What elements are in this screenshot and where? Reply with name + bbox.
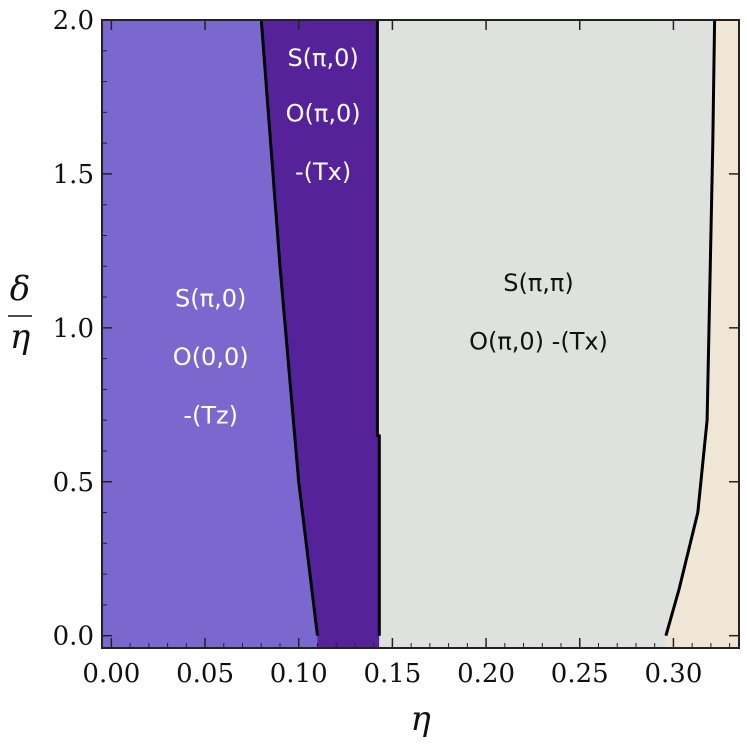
x-tick-label: 0.05 xyxy=(176,659,234,689)
region-2-area xyxy=(261,20,380,648)
x-tick-label: 0.15 xyxy=(363,659,421,689)
region-3-label-line: O(π,0) -(Tx) xyxy=(469,327,608,355)
y-tick-label: 2.0 xyxy=(53,6,94,36)
y-tick-label: 1.0 xyxy=(53,314,94,344)
region-1-label-line: O(0,0) xyxy=(173,343,249,371)
region-2-label-line: -(Tx) xyxy=(295,158,351,186)
boundary-b2 xyxy=(375,20,381,636)
region-1-area xyxy=(102,20,318,648)
y-axis-title-numerator: δ xyxy=(10,269,30,309)
x-tick-label: 0.20 xyxy=(457,659,515,689)
region-1-label-line: S(π,0) xyxy=(175,284,246,312)
y-axis-ticks: 0.0 0.5 1.0 1.5 2.0 xyxy=(53,6,739,652)
region-2-label-line: O(π,0) xyxy=(286,100,361,128)
region-4-area xyxy=(665,20,739,648)
plot-frame xyxy=(101,19,740,649)
region-3-label-line: S(π,π) xyxy=(503,269,574,297)
x-tick-label: 0.00 xyxy=(82,659,140,689)
x-tick-label: 0.10 xyxy=(270,659,328,689)
region-3-area xyxy=(377,20,715,648)
phase-regions xyxy=(102,20,739,648)
y-axis-title: δ η xyxy=(8,269,32,357)
x-tick-label: 0.30 xyxy=(644,659,702,689)
region-2-label-line: S(π,0) xyxy=(287,44,358,72)
y-tick-label: 1.5 xyxy=(53,160,94,190)
x-axis-ticks: 0.00 0.05 0.10 0.15 0.20 0.25 0.30 xyxy=(82,20,731,689)
y-axis-title-denominator: η xyxy=(10,317,31,357)
y-tick-label: 0.0 xyxy=(53,622,94,652)
x-tick-label: 0.25 xyxy=(551,659,609,689)
region-labels: S(π,0) O(0,0) -(Tz) S(π,0) O(π,0) -(Tx) S(π,π)… xyxy=(173,44,608,429)
x-axis-title: η xyxy=(410,699,431,739)
boundary-b3 xyxy=(664,19,717,637)
region-1-label-line: -(Tz) xyxy=(183,401,238,429)
phase-boundaries xyxy=(259,19,717,637)
y-tick-label: 0.5 xyxy=(53,468,94,498)
boundary-b1 xyxy=(259,19,319,636)
